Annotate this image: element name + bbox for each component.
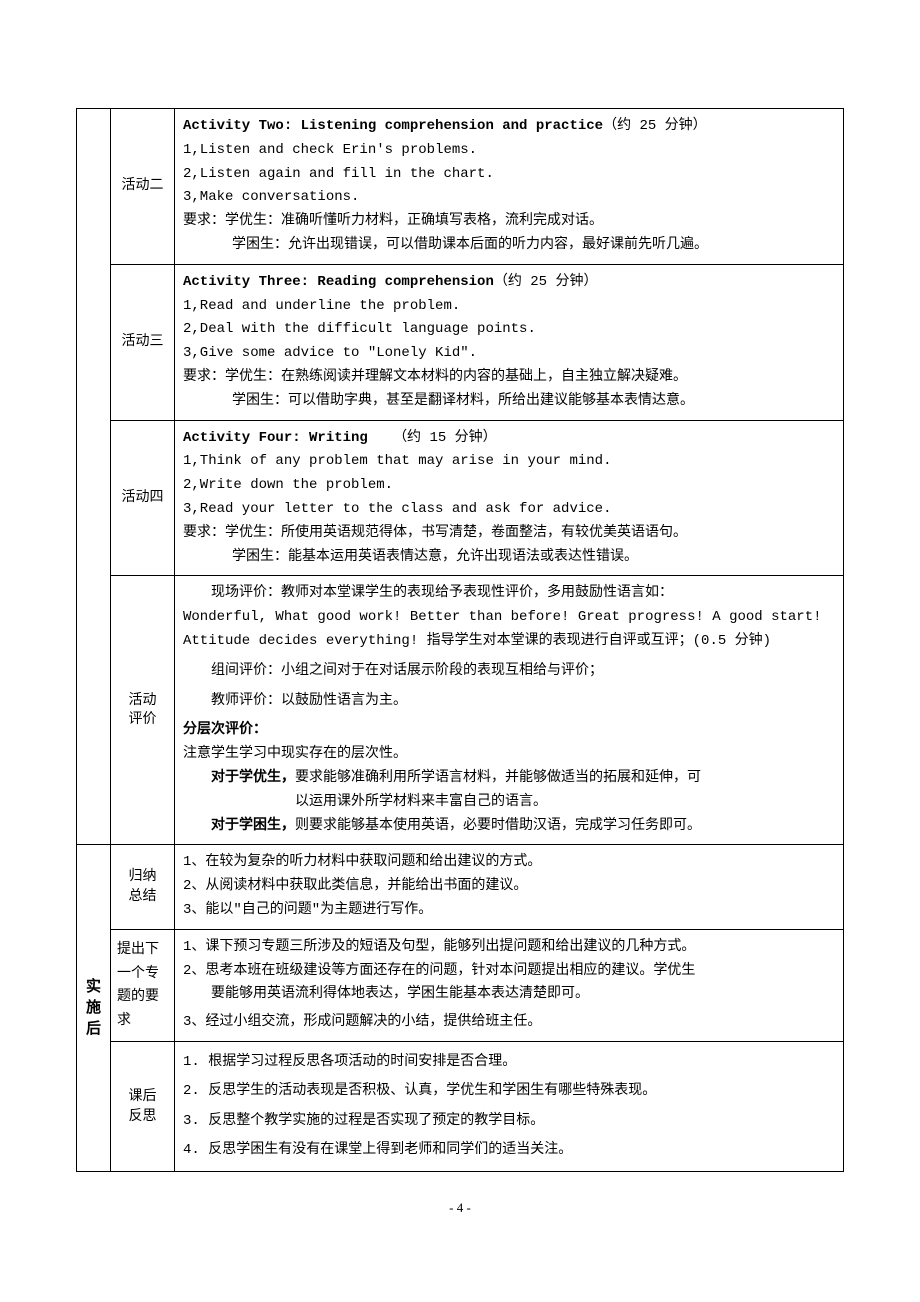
phase-during-label — [77, 109, 111, 845]
page-container: 活动二 Activity Two: Listening comprehensio… — [0, 0, 920, 1256]
activity2-content: Activity Two: Listening comprehension an… — [175, 109, 844, 265]
lesson-plan-table: 活动二 Activity Two: Listening comprehensio… — [76, 108, 844, 1172]
activity4-content: Activity Four: Writing （约 15 分钟） 1,Think… — [175, 420, 844, 576]
next-topic-content: 1、课下预习专题三所涉及的短语及句型，能够列出提问题和给出建议的几种方式。 2、… — [175, 929, 844, 1041]
summary-content: 1、在较为复杂的听力材料中获取问题和给出建议的方式。 2、从阅读材料中获取此类信… — [175, 845, 844, 929]
activity2-label: 活动二 — [111, 109, 175, 265]
reflection-label: 课后 反思 — [111, 1041, 175, 1172]
activity3-label: 活动三 — [111, 264, 175, 420]
summary-label: 归纳 总结 — [111, 845, 175, 929]
activity4-label: 活动四 — [111, 420, 175, 576]
phase-post-label: 实 施 后 — [77, 845, 111, 1172]
evaluation-content: 现场评价：教师对本堂课学生的表现给予表现性评价，多用鼓励性语言如： Wonder… — [175, 576, 844, 845]
activity3-content: Activity Three: Reading comprehension（约 … — [175, 264, 844, 420]
evaluation-label: 活动 评价 — [111, 576, 175, 845]
page-number: - 4 - — [76, 1200, 844, 1216]
reflection-content: 1. 根据学习过程反思各项活动的时间安排是否合理。 2. 反思学生的活动表现是否… — [175, 1041, 844, 1172]
next-topic-label: 提出下一个专题的要求 — [111, 929, 175, 1041]
